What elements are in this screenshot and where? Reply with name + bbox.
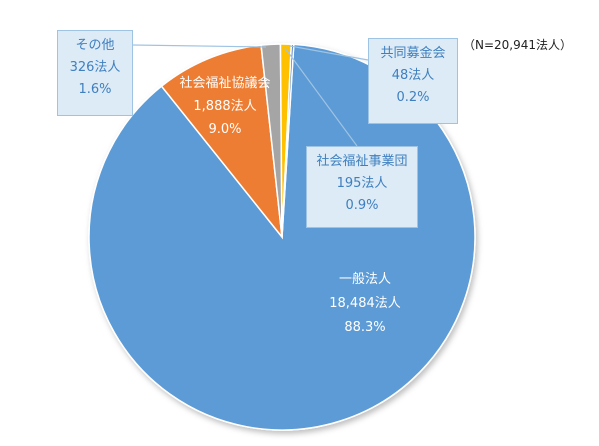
label-general-percent: 88.3% — [344, 320, 386, 335]
leader-line-kyodobokin — [289, 45, 369, 61]
callout-kyodobokin-percent: 0.2% — [396, 90, 430, 105]
pie-slice-kyodobokin — [281, 43, 295, 238]
callout-jigyodan-count: 195法人 — [336, 176, 388, 191]
callout-other: その他 326法人 1.6% — [57, 30, 133, 116]
callout-other-name: その他 — [75, 38, 115, 53]
leader-line-other — [132, 44, 267, 48]
callout-kyodobokin-name: 共同募金会 — [380, 46, 446, 61]
label-council-count: 1,888法人 — [193, 99, 257, 114]
label-council: 社会福祉協議会 1,888法人 9.0% — [167, 72, 283, 141]
label-council-name: 社会福祉協議会 — [179, 76, 271, 91]
label-general-name: 一般法人 — [338, 272, 391, 287]
label-council-percent: 9.0% — [208, 122, 242, 137]
callout-jigyodan-percent: 0.9% — [345, 198, 379, 213]
callout-other-percent: 1.6% — [78, 82, 112, 97]
label-general-count: 18,484法人 — [329, 296, 401, 311]
pie-slices — [88, 43, 476, 431]
leader-lines — [132, 44, 369, 147]
pie-slice-council — [160, 44, 284, 240]
total-note: （N=20,941法人） — [463, 38, 573, 52]
callout-jigyodan-name: 社会福祉事業団 — [316, 154, 408, 169]
callout-jigyodan: 社会福祉事業団 195法人 0.9% — [306, 146, 418, 228]
label-general: 一般法人 18,484法人 88.3% — [310, 268, 420, 340]
callout-kyodobokin: 共同募金会 48法人 0.2% — [368, 38, 458, 124]
leader-line-jigyodan — [284, 47, 358, 147]
callout-kyodobokin-count: 48法人 — [391, 68, 435, 83]
callout-other-count: 326法人 — [69, 60, 121, 75]
